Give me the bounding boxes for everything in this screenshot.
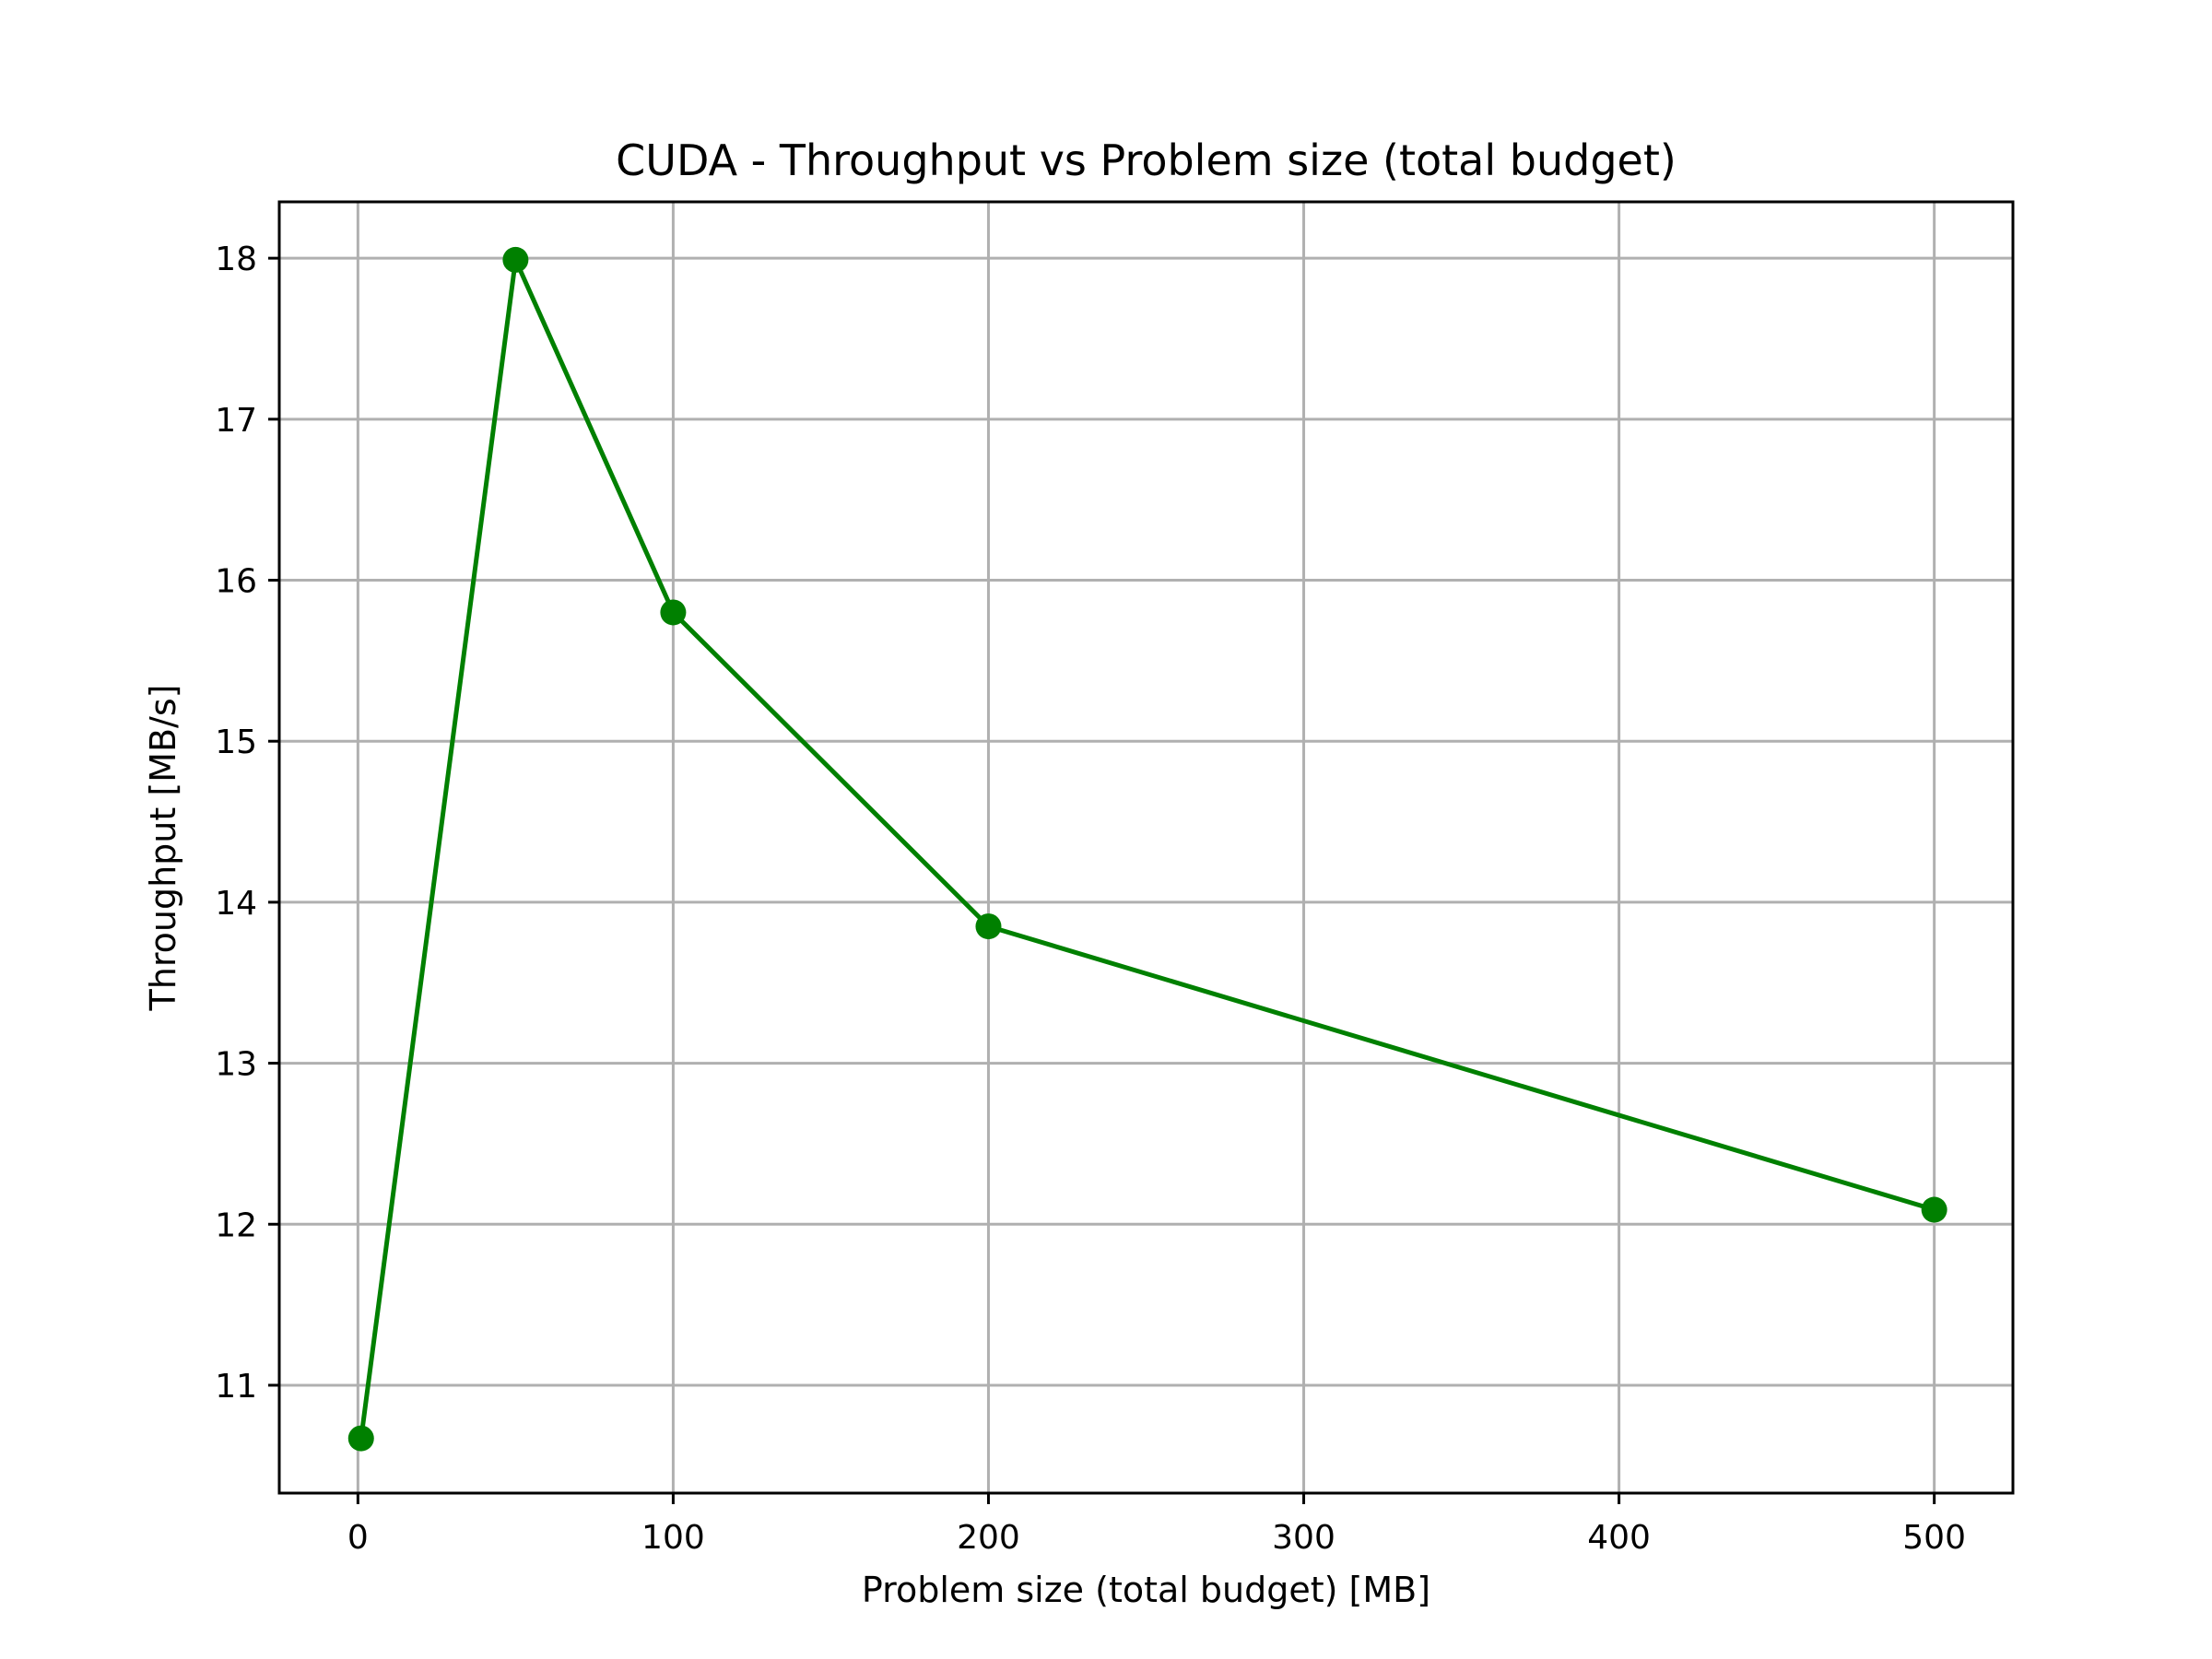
x-tick-label: 0 [347,1519,369,1557]
y-tick-label: 16 [215,563,257,601]
x-tick-label: 500 [1902,1519,1966,1557]
y-tick-label: 11 [215,1368,257,1406]
data-point [1921,1196,1947,1223]
data-point [502,246,529,273]
y-tick-label: 17 [215,402,257,440]
x-tick-label: 400 [1587,1519,1651,1557]
axis-ticks: 0 100 200 300 400 500 11 12 13 14 15 16 17 18 [215,241,1966,1557]
plot-area-frame [277,200,2015,1495]
y-tick-label: 14 [215,885,257,923]
y-tick-label: 15 [215,724,257,761]
data-point [347,1425,374,1452]
y-tick-label: 13 [215,1046,257,1084]
data-point [975,913,1002,940]
x-tick-label: 100 [641,1519,705,1557]
chart-title: CUDA - Throughput vs Problem size (total… [616,135,1677,185]
y-tick-label: 18 [215,241,257,278]
grid-lines [279,202,2013,1493]
x-tick-label: 200 [957,1519,1020,1557]
y-tick-label: 12 [215,1206,257,1244]
series-layer [347,246,1947,1452]
x-axis-label: Problem size (total budget) [MB] [862,1570,1430,1610]
y-axis-label: Throughput [MB/s] [143,685,183,1012]
data-point [660,599,687,626]
x-tick-label: 300 [1272,1519,1335,1557]
